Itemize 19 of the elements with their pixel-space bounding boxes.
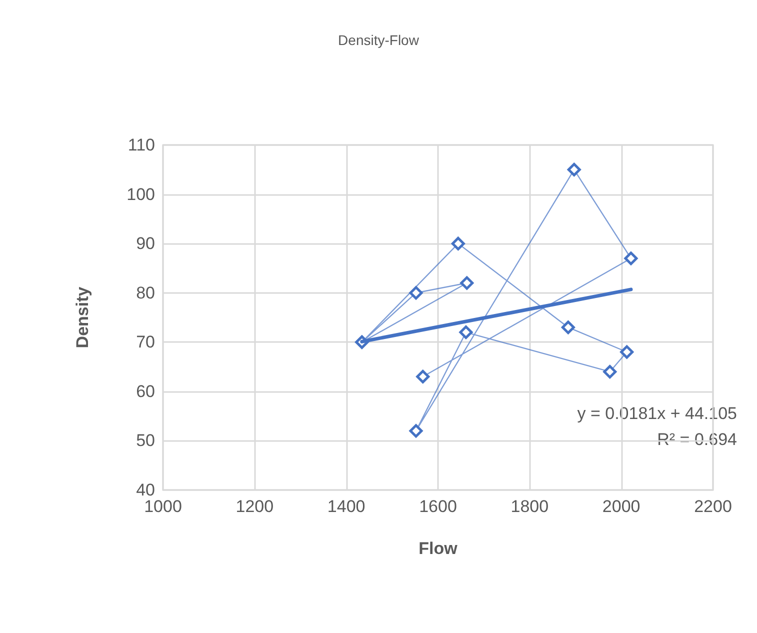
x-tick-label: 1800 <box>510 497 549 516</box>
y-tick-label: 40 <box>136 480 155 500</box>
annotation: y = 0.0181x + 44.105 <box>577 404 738 423</box>
x-tick-label: 2000 <box>602 497 640 516</box>
chart-title: Density-Flow <box>338 32 420 48</box>
x-tick-label: 1200 <box>236 497 274 516</box>
y-axis-title: Density <box>73 286 92 348</box>
y-tick-label: 80 <box>136 283 155 302</box>
y-tick-label: 90 <box>136 234 155 254</box>
x-tick-label: 2200 <box>694 497 732 516</box>
x-axis-title: Flow <box>418 539 458 558</box>
y-tick-label: 50 <box>136 431 155 450</box>
y-tick-label: 110 <box>128 136 155 154</box>
x-tick-label: 1600 <box>419 497 457 516</box>
x-tick-label: 1400 <box>327 497 366 516</box>
y-tick-label: 100 <box>126 184 155 204</box>
x-tick-label: 1000 <box>144 497 182 516</box>
y-tick-label: 70 <box>136 332 155 352</box>
y-tick-label: 60 <box>136 382 155 401</box>
